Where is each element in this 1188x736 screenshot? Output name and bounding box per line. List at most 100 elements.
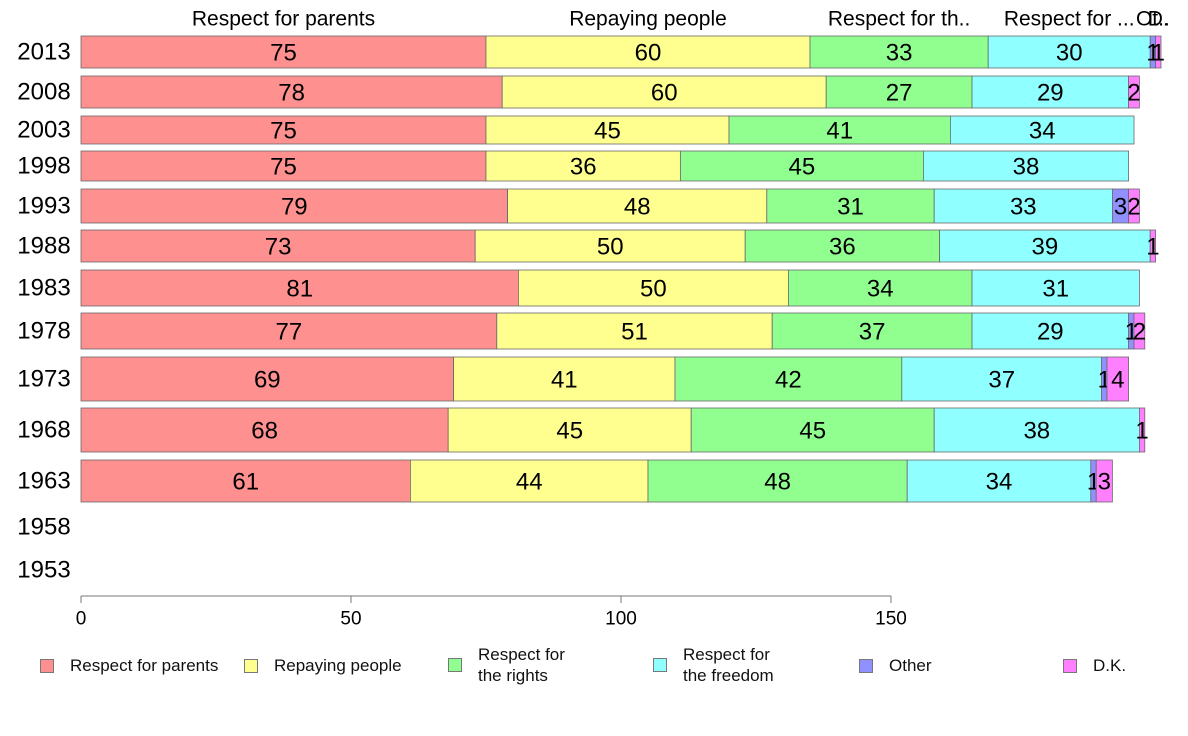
bar-segment <box>825 75 973 109</box>
data-label: 33 <box>886 40 913 67</box>
bar-segment <box>690 407 935 453</box>
y-tick-label: 1963 <box>17 468 70 495</box>
chart-legend: Respect for parents Repaying people Respec… <box>0 640 1188 700</box>
data-label: 81 <box>286 276 313 303</box>
bar-segment <box>80 75 503 109</box>
bar-segment <box>1133 312 1146 350</box>
x-tick-label: 100 <box>605 609 637 630</box>
bar-segment <box>971 269 1140 307</box>
bar-segment <box>901 356 1102 402</box>
data-label: 37 <box>988 367 1015 394</box>
data-label: 48 <box>624 194 651 221</box>
data-label: 44 <box>516 469 543 496</box>
data-label: 3 <box>1114 194 1127 221</box>
data-label: 31 <box>1042 276 1069 303</box>
series-header-label: D. <box>1148 8 1169 31</box>
legend-label-line: Other <box>889 656 932 675</box>
data-label: 39 <box>1032 234 1059 261</box>
y-tick-label: 1998 <box>17 153 70 180</box>
data-label: 2 <box>1127 194 1140 221</box>
y-tick-label: 1988 <box>17 233 70 260</box>
bar-segment <box>1155 35 1162 69</box>
legend-label: Respect for the rights <box>478 644 565 686</box>
data-label: 31 <box>837 194 864 221</box>
bar-segment <box>80 115 487 145</box>
bar-segment <box>1139 407 1146 453</box>
y-tick-label: 2003 <box>17 117 70 144</box>
legend-item: Respect for the freedom <box>653 644 774 686</box>
bar-segment <box>1128 188 1140 224</box>
bar-segment <box>501 75 827 109</box>
bar-segment <box>485 35 811 69</box>
chart-canvas: Respect for parents Repaying people Respec… <box>17 8 1170 630</box>
bar-segment <box>1149 229 1156 263</box>
data-label: 4 <box>1111 367 1124 394</box>
legend-label-line: D.K. <box>1093 656 1127 675</box>
data-label: 78 <box>278 80 305 107</box>
data-label: 1 <box>1152 40 1165 67</box>
data-label: 36 <box>829 234 856 261</box>
series-header-label: Respect for ... <box>1004 8 1135 31</box>
bar-segment <box>80 356 455 402</box>
bar-segment <box>766 188 935 224</box>
series-header-label: Respect for parents <box>192 8 375 31</box>
bar-segment <box>80 407 449 453</box>
data-label: 1 <box>1146 234 1159 261</box>
bar-segment <box>1106 356 1130 402</box>
data-label: 3 <box>1098 469 1111 496</box>
y-tick-label: 1958 <box>17 514 70 541</box>
legend-item: Repaying people <box>244 655 402 676</box>
bar-segment <box>1128 75 1140 109</box>
data-label: 2 <box>1127 80 1140 107</box>
legend-label-line: the freedom <box>683 666 774 685</box>
legend-label: D.K. <box>1093 655 1126 676</box>
legend-item: Respect for parents <box>40 655 218 676</box>
bar-segment <box>80 150 487 182</box>
bar-segment <box>771 312 973 350</box>
bar-segment <box>80 188 509 224</box>
data-label: 45 <box>556 418 583 445</box>
legend-label: Respect for the freedom <box>683 644 774 686</box>
bar-segment <box>728 115 951 145</box>
legend-label-line: the rights <box>478 666 548 685</box>
bar-segment <box>485 115 730 145</box>
data-label: 41 <box>551 367 578 394</box>
legend-item: Respect for the rights <box>448 644 565 686</box>
bar-segment <box>507 188 768 224</box>
legend-label: Respect for parents <box>70 655 218 676</box>
bar-segment <box>80 269 519 307</box>
data-label: 60 <box>651 80 678 107</box>
data-label: 29 <box>1037 319 1064 346</box>
data-label: 48 <box>764 469 791 496</box>
data-label: 45 <box>789 154 816 181</box>
bar-segment <box>409 459 649 503</box>
data-label: 2 <box>1133 319 1146 346</box>
data-label: 29 <box>1037 80 1064 107</box>
bar-segment <box>933 407 1140 453</box>
bar-segment <box>939 229 1151 263</box>
data-label: 42 <box>775 367 802 394</box>
bar-segment <box>453 356 676 402</box>
data-label: 27 <box>886 80 913 107</box>
data-label: 50 <box>640 276 667 303</box>
x-tick-label: 50 <box>340 609 361 630</box>
y-tick-label: 1953 <box>17 557 70 584</box>
bar-segment <box>496 312 773 350</box>
legend-swatch <box>448 658 462 672</box>
y-tick-label: 1973 <box>17 366 70 393</box>
bar-segment <box>906 459 1092 503</box>
data-label: 69 <box>254 367 281 394</box>
data-label: 60 <box>635 40 662 67</box>
legend-swatch <box>244 658 258 673</box>
bar-segment <box>474 229 746 263</box>
legend-swatch <box>40 658 54 673</box>
series-header-label: Respect for th.. <box>828 8 970 31</box>
bar-segment <box>923 150 1130 182</box>
series-header-label: Repaying people <box>569 8 727 31</box>
legend-swatch <box>859 658 873 673</box>
legend-swatch <box>1063 658 1077 673</box>
legend-label: Other <box>889 655 932 676</box>
data-label: 36 <box>570 154 597 181</box>
y-tick-label: 1968 <box>17 417 70 444</box>
